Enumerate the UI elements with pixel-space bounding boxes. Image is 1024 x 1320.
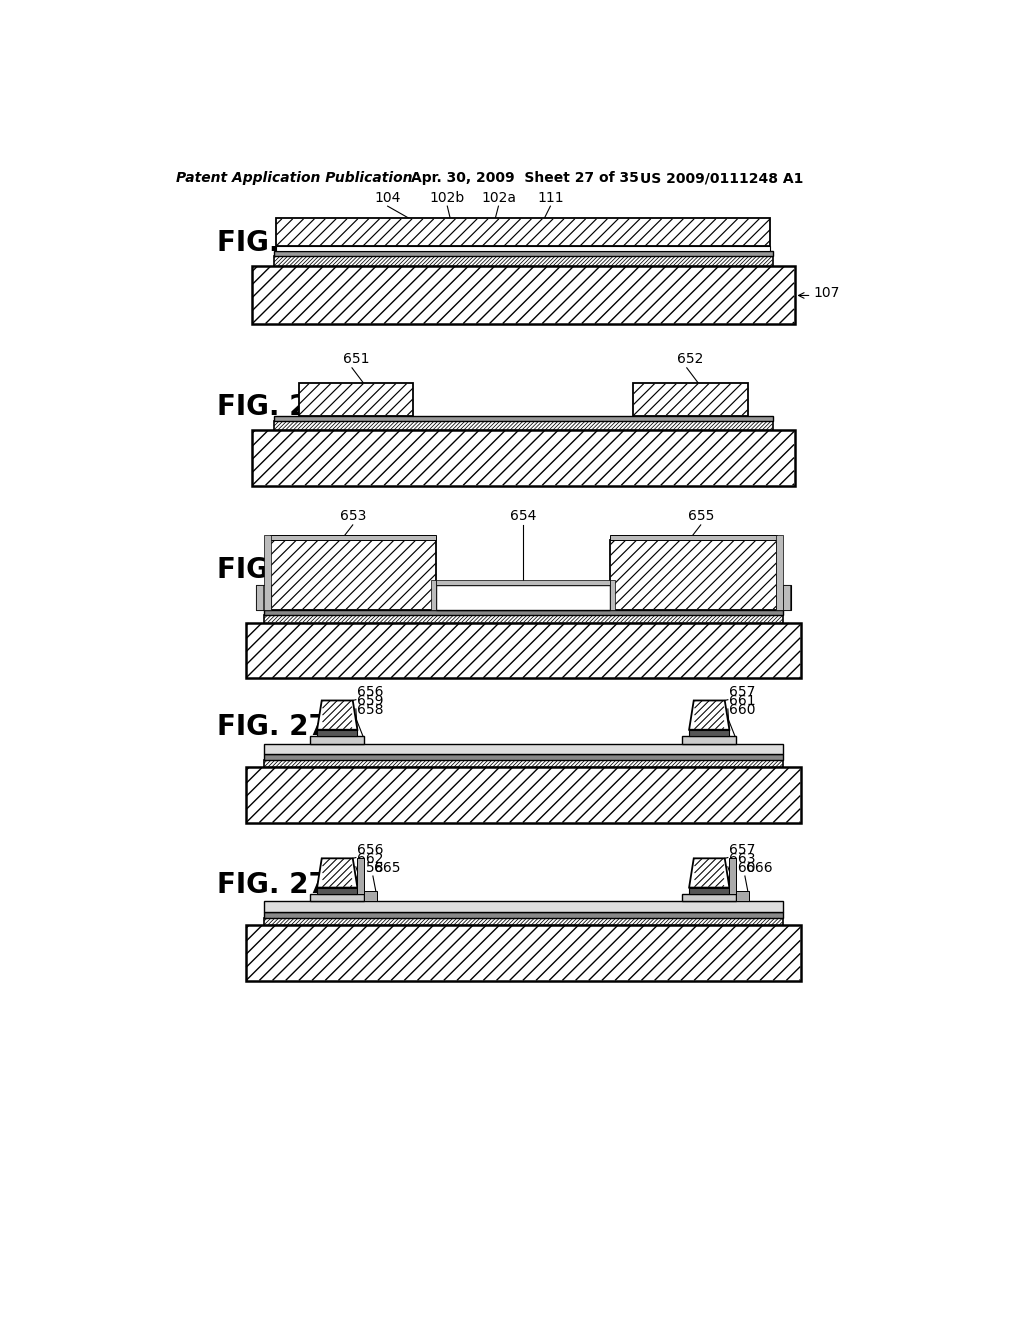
Bar xyxy=(317,887,357,894)
Bar xyxy=(273,416,773,421)
Bar xyxy=(246,623,801,678)
Bar xyxy=(252,267,795,323)
Bar xyxy=(317,730,357,737)
Text: FIG. 27A: FIG. 27A xyxy=(217,230,349,257)
Bar xyxy=(263,917,783,925)
Bar xyxy=(276,247,770,251)
Bar xyxy=(633,383,748,416)
Text: 663: 663 xyxy=(729,851,755,866)
Text: 104: 104 xyxy=(375,190,400,205)
Text: FIG. 27C: FIG. 27C xyxy=(217,557,348,585)
Text: Apr. 30, 2009  Sheet 27 of 35: Apr. 30, 2009 Sheet 27 of 35 xyxy=(411,172,639,186)
Bar xyxy=(263,610,783,615)
Bar xyxy=(729,858,735,894)
Bar xyxy=(273,256,773,267)
Bar xyxy=(431,579,436,610)
Bar xyxy=(270,535,436,540)
Bar xyxy=(610,579,615,610)
Bar xyxy=(276,218,770,246)
Bar xyxy=(263,535,270,610)
Bar xyxy=(783,585,791,610)
Bar xyxy=(263,615,783,623)
Text: 653: 653 xyxy=(340,510,366,524)
Text: 661: 661 xyxy=(729,694,756,708)
Bar xyxy=(246,767,801,822)
Bar xyxy=(273,421,773,430)
Text: 658: 658 xyxy=(356,704,383,718)
Bar xyxy=(263,902,783,912)
Bar xyxy=(263,760,783,767)
Bar xyxy=(256,585,263,610)
Text: FIG. 27E: FIG. 27E xyxy=(217,871,347,899)
Bar xyxy=(610,540,776,610)
Bar xyxy=(689,887,729,894)
Bar xyxy=(256,585,270,610)
Bar xyxy=(270,540,436,610)
Bar xyxy=(273,251,773,256)
Bar xyxy=(263,743,783,755)
Bar xyxy=(365,891,377,902)
Text: 656: 656 xyxy=(356,842,383,857)
Text: 107: 107 xyxy=(814,286,841,300)
Text: 655: 655 xyxy=(687,510,714,524)
Bar xyxy=(682,894,736,902)
Text: 665: 665 xyxy=(374,861,400,875)
Bar xyxy=(610,535,776,540)
Polygon shape xyxy=(689,858,729,887)
Text: US 2009/0111248 A1: US 2009/0111248 A1 xyxy=(640,172,803,186)
Text: Patent Application Publication: Patent Application Publication xyxy=(176,172,413,186)
Bar xyxy=(689,730,729,737)
Bar xyxy=(783,585,790,610)
Text: 660: 660 xyxy=(729,861,755,875)
Bar xyxy=(682,737,736,743)
Text: FIG. 27D: FIG. 27D xyxy=(217,713,351,741)
Bar xyxy=(310,894,365,902)
Bar xyxy=(299,383,414,416)
Polygon shape xyxy=(317,858,357,887)
Text: 657: 657 xyxy=(729,685,755,700)
Polygon shape xyxy=(689,701,729,730)
Bar xyxy=(357,858,364,894)
Text: 658: 658 xyxy=(356,861,383,875)
Bar xyxy=(252,430,795,486)
Text: 666: 666 xyxy=(745,861,772,875)
Text: 102b: 102b xyxy=(430,190,465,205)
Bar xyxy=(246,925,801,981)
Text: 660: 660 xyxy=(729,704,755,718)
Text: 659: 659 xyxy=(356,694,383,708)
Text: FIG. 27B: FIG. 27B xyxy=(217,393,349,421)
Text: 654: 654 xyxy=(510,510,537,524)
Bar xyxy=(310,737,365,743)
Text: 662: 662 xyxy=(356,851,383,866)
Polygon shape xyxy=(317,701,357,730)
Bar xyxy=(436,585,610,610)
Text: 111: 111 xyxy=(537,190,563,205)
Bar xyxy=(776,535,783,610)
Text: 657: 657 xyxy=(729,842,755,857)
Text: 102a: 102a xyxy=(481,190,516,205)
Bar xyxy=(736,891,749,902)
Text: 656: 656 xyxy=(356,685,383,700)
Bar xyxy=(263,912,783,917)
Text: 652: 652 xyxy=(678,352,703,367)
Text: 651: 651 xyxy=(343,352,369,367)
Bar xyxy=(263,755,783,760)
Bar xyxy=(436,579,610,585)
